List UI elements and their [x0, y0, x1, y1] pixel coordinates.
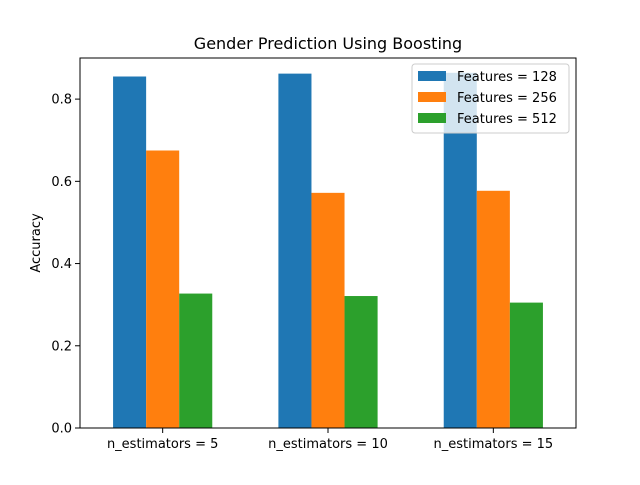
bar-series-2-category-2 [311, 192, 345, 428]
legend-swatch-3 [418, 113, 446, 123]
bar-series-1-category-1 [113, 76, 147, 428]
y-tick-label: 0.2 [51, 339, 72, 354]
plot-frame [79, 57, 577, 429]
y-tick-label: 0.4 [51, 257, 72, 272]
bar-series-3-category-1 [179, 293, 213, 428]
x-tick-label: n_estimators = 5 [107, 437, 218, 452]
legend-swatch-1 [418, 71, 446, 81]
bar-series-1-category-2 [278, 73, 312, 428]
legend-label-1: Features = 128 [457, 70, 557, 85]
bars-layer [113, 72, 543, 429]
y-tick-label: 0.0 [51, 422, 72, 437]
legend-label-2: Features = 256 [457, 91, 557, 106]
x-tick-label: n_estimators = 10 [268, 437, 388, 452]
y-tick-label: 0.8 [51, 93, 72, 108]
y-tick-label: 0.6 [51, 175, 72, 190]
y-axis-title: Accuracy [29, 213, 44, 273]
legend: Features = 128 Features = 256 Features = 5… [411, 63, 570, 134]
legend-label-3: Features = 512 [457, 112, 557, 127]
ticks-layer: 0.0 0.2 0.4 0.6 0.8 n_estimators = 5 n_estimat… [51, 93, 553, 452]
legend-box [411, 63, 570, 134]
bar-series-3-category-3 [509, 302, 543, 428]
bar-series-3-category-2 [344, 296, 378, 428]
bar-series-2-category-1 [146, 150, 180, 428]
chart-title: Gender Prediction Using Boosting [194, 34, 462, 53]
bar-series-2-category-3 [476, 190, 510, 428]
x-tick-label: n_estimators = 15 [433, 437, 553, 452]
legend-swatch-2 [418, 92, 446, 102]
